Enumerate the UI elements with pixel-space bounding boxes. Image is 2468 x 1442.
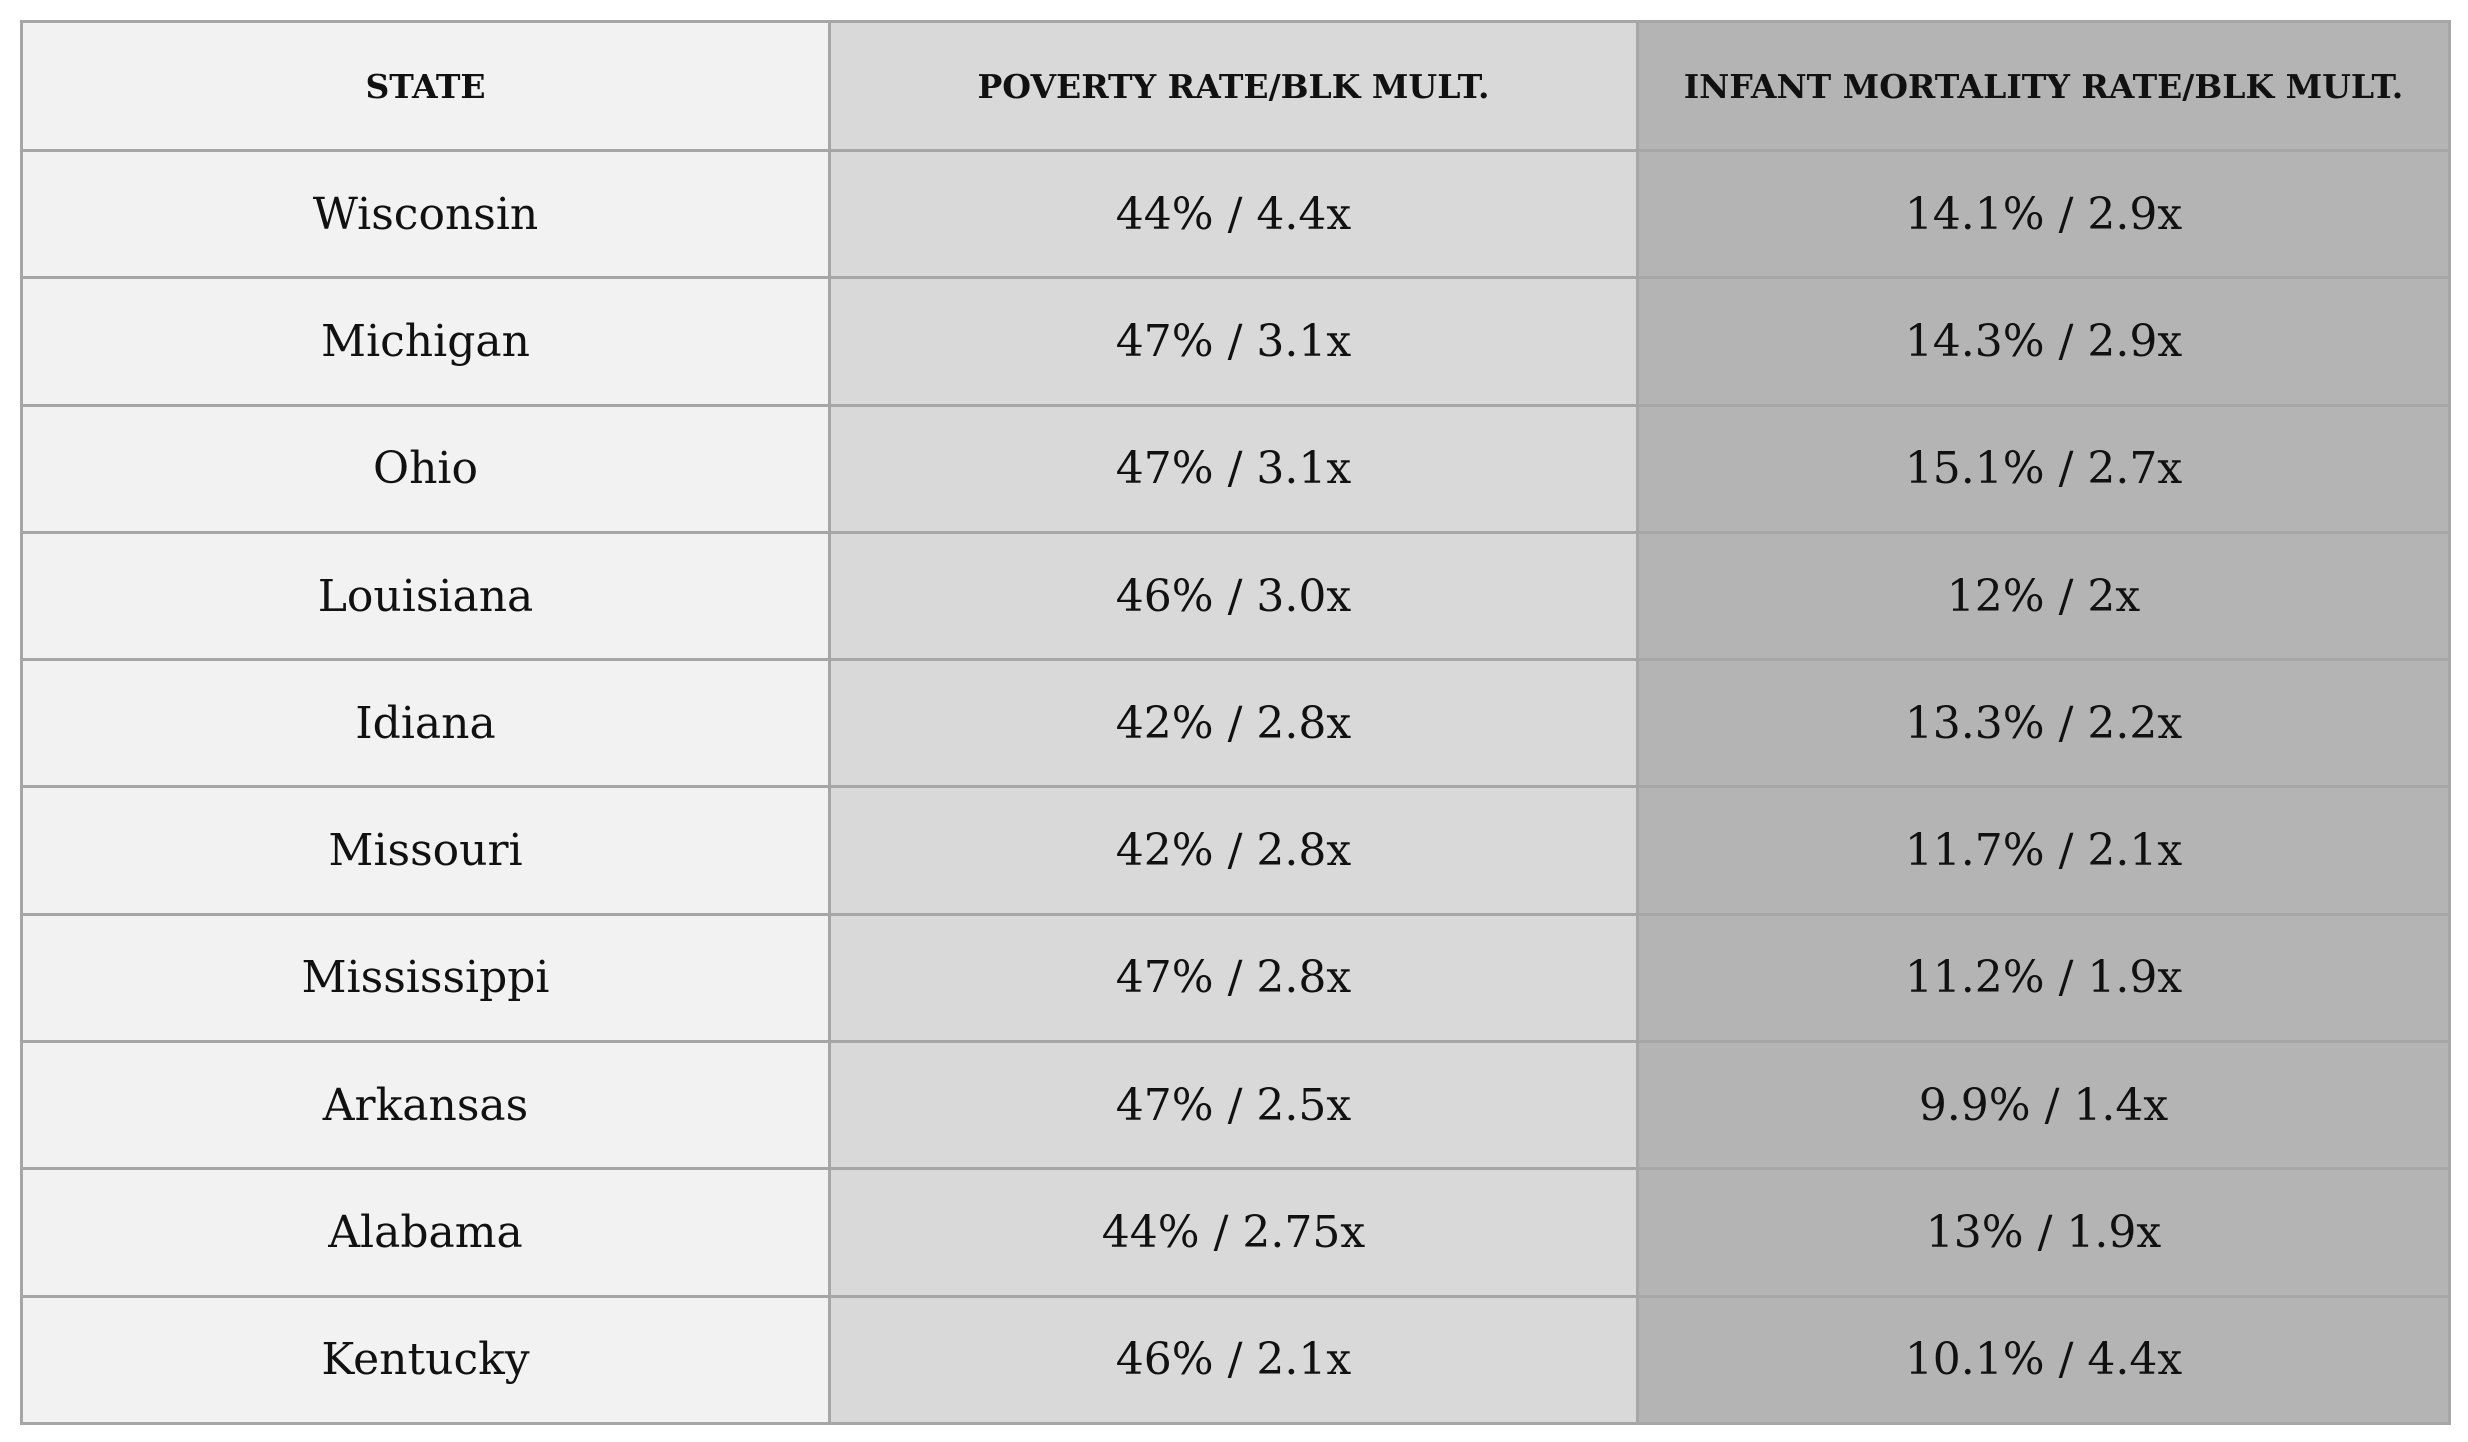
cell-infant-mortality: 12% / 2x xyxy=(1636,530,2451,662)
table-row: Missouri 42% / 2.8x 11.7% / 2.1x xyxy=(20,785,2451,916)
cell-infant-mortality: 13.3% / 2.2x xyxy=(1636,658,2451,789)
cell-infant-mortality: 9.9% / 1.4x xyxy=(1636,1040,2451,1171)
table-row: Louisiana 46% / 3.0x 12% / 2x xyxy=(20,530,2451,662)
state-statistics-table: STATE POVERTY RATE/BLK MULT. INFANT MORT… xyxy=(20,20,2451,1426)
table-container: STATE POVERTY RATE/BLK MULT. INFANT MORT… xyxy=(20,20,2451,1426)
cell-poverty: 47% / 3.1x xyxy=(828,276,1639,407)
table-row: Arkansas 47% / 2.5x 9.9% / 1.4x xyxy=(20,1040,2451,1171)
cell-state: Alabama xyxy=(20,1167,831,1298)
cell-state: Idiana xyxy=(20,658,831,789)
table-row: Michigan 47% / 3.1x 14.3% / 2.9x xyxy=(20,276,2451,407)
cell-poverty: 46% / 2.1x xyxy=(828,1294,1639,1426)
cell-state: Louisiana xyxy=(20,530,831,662)
table-row: Kentucky 46% / 2.1x 10.1% / 4.4x xyxy=(20,1294,2451,1426)
table-row: Mississippi 47% / 2.8x 11.2% / 1.9x xyxy=(20,912,2451,1044)
cell-poverty: 44% / 2.75x xyxy=(828,1167,1639,1298)
cell-poverty: 47% / 3.1x xyxy=(828,403,1639,534)
cell-infant-mortality: 15.1% / 2.7x xyxy=(1636,403,2451,534)
header-infant-mortality-rate: INFANT MORTALITY RATE/BLK MULT. xyxy=(1636,20,2451,152)
cell-infant-mortality: 11.7% / 2.1x xyxy=(1636,785,2451,916)
cell-poverty: 47% / 2.8x xyxy=(828,912,1639,1044)
cell-poverty: 42% / 2.8x xyxy=(828,785,1639,916)
cell-infant-mortality: 10.1% / 4.4x xyxy=(1636,1294,2451,1426)
cell-poverty: 44% / 4.4x xyxy=(828,148,1639,280)
table-row: Alabama 44% / 2.75x 13% / 1.9x xyxy=(20,1167,2451,1298)
cell-state: Wisconsin xyxy=(20,148,831,280)
cell-infant-mortality: 14.3% / 2.9x xyxy=(1636,276,2451,407)
cell-state: Ohio xyxy=(20,403,831,534)
cell-state: Kentucky xyxy=(20,1294,831,1426)
cell-poverty: 46% / 3.0x xyxy=(828,530,1639,662)
cell-state: Michigan xyxy=(20,276,831,407)
header-row: STATE POVERTY RATE/BLK MULT. INFANT MORT… xyxy=(20,20,2451,152)
cell-infant-mortality: 14.1% / 2.9x xyxy=(1636,148,2451,280)
header-poverty-rate: POVERTY RATE/BLK MULT. xyxy=(828,20,1639,152)
cell-poverty: 47% / 2.5x xyxy=(828,1040,1639,1171)
header-state: STATE xyxy=(20,20,831,152)
cell-poverty: 42% / 2.8x xyxy=(828,658,1639,789)
table-row: Wisconsin 44% / 4.4x 14.1% / 2.9x xyxy=(20,148,2451,280)
cell-state: Mississippi xyxy=(20,912,831,1044)
cell-infant-mortality: 11.2% / 1.9x xyxy=(1636,912,2451,1044)
cell-infant-mortality: 13% / 1.9x xyxy=(1636,1167,2451,1298)
cell-state: Missouri xyxy=(20,785,831,916)
table-row: Idiana 42% / 2.8x 13.3% / 2.2x xyxy=(20,658,2451,789)
cell-state: Arkansas xyxy=(20,1040,831,1171)
table-row: Ohio 47% / 3.1x 15.1% / 2.7x xyxy=(20,403,2451,534)
